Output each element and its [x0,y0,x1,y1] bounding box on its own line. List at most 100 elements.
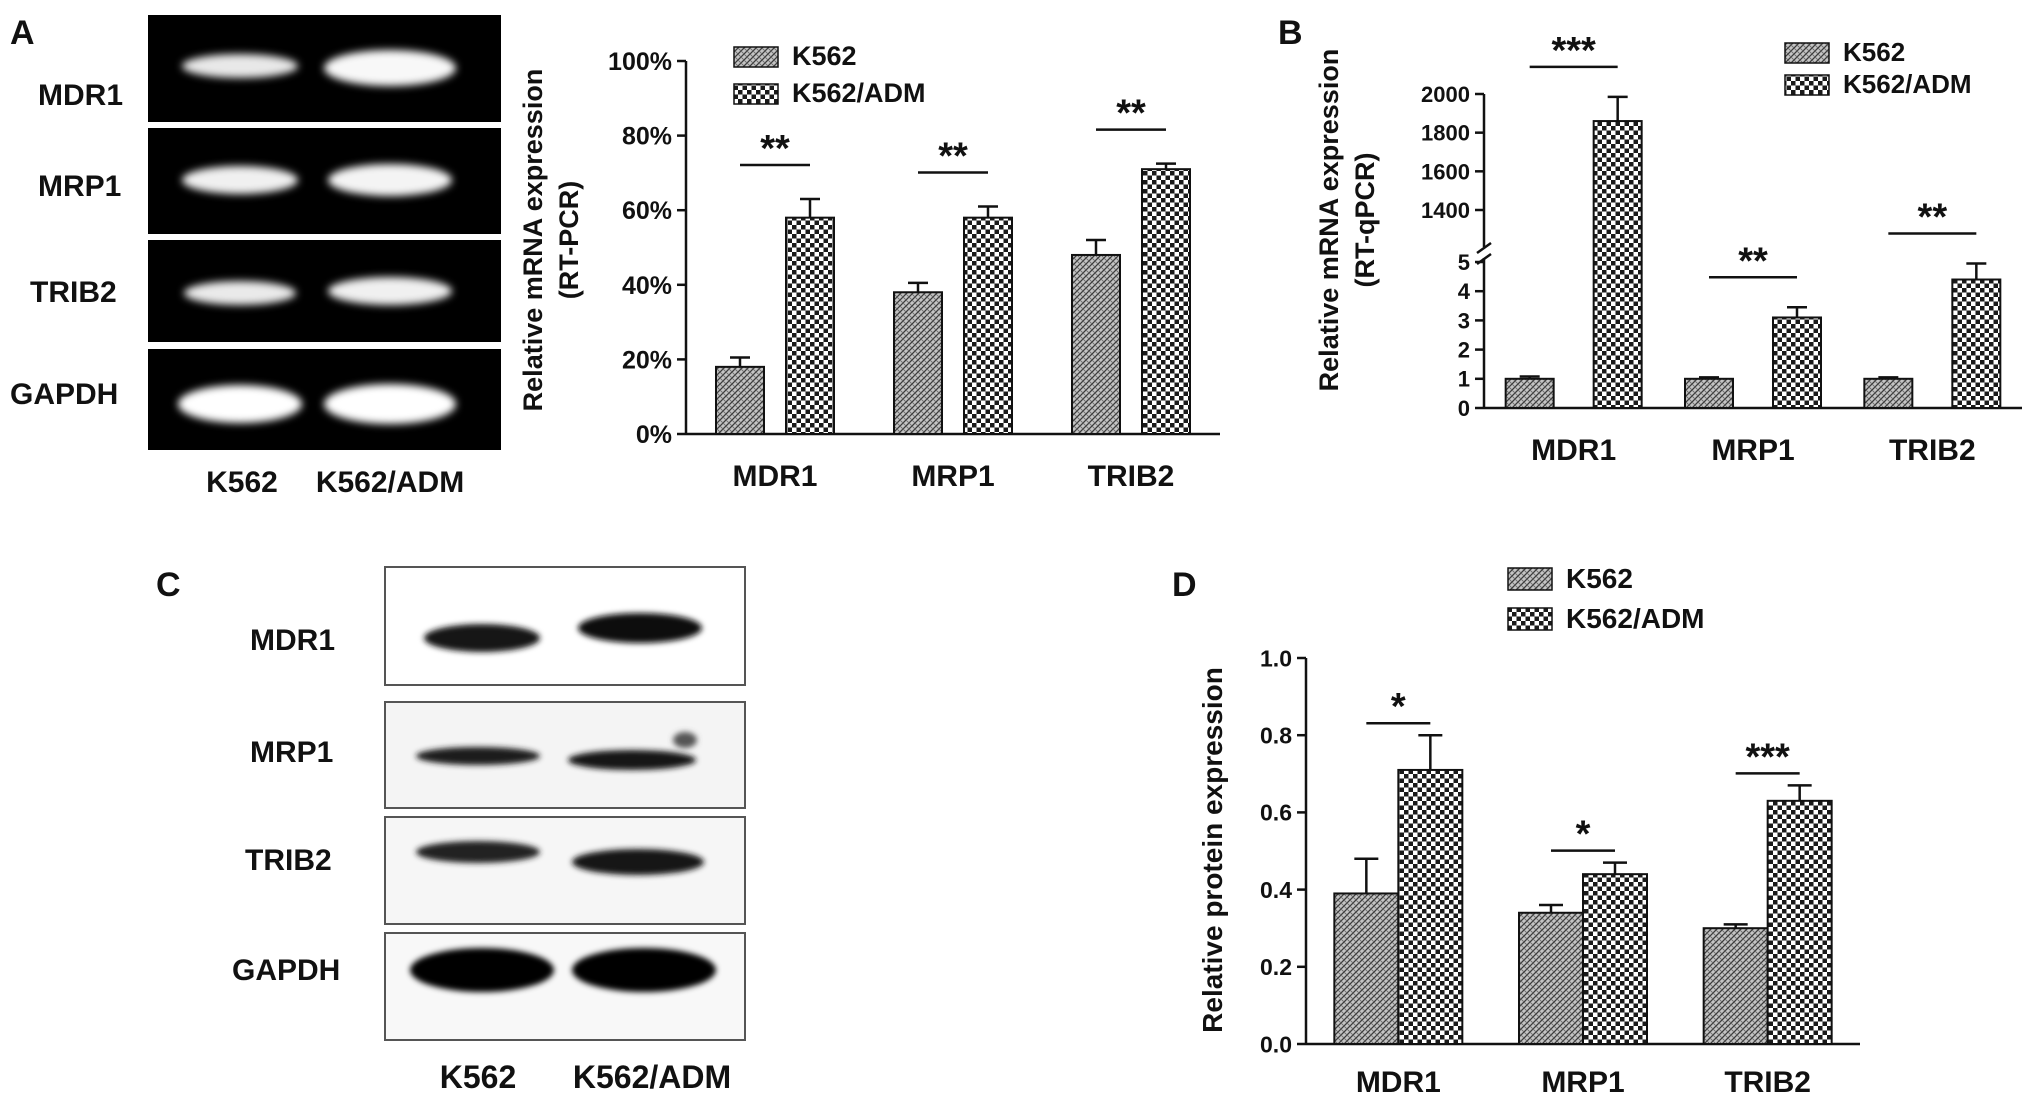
y-tick-label: 1800 [1421,121,1470,146]
axis-break-mark [1476,241,1492,255]
bar-k562-adm-trib2 [1766,799,1833,1045]
x-category-label: MDR1 [1356,1066,1441,1099]
blot-band [673,732,697,748]
y-tick-label: 0 [1458,396,1470,421]
x-category-label: MDR1 [732,460,817,493]
legend-swatch [1507,607,1553,631]
y-tick-label: 40% [622,272,672,300]
gel-row-label-mdr1: MDR1 [38,79,123,112]
blot-band [578,613,702,643]
blot-row-label-mrp1: MRP1 [250,736,333,769]
bar-k562-adm-mrp1 [963,216,1013,435]
significance-label: * [1391,686,1406,728]
chart-d-protein: 0.0 0.2 0.4 0.6 0.8 1.0 Relative protein expre… [1197,563,1860,1099]
legend-label: K562 [1843,37,1905,67]
y-tick-label: 80% [622,123,672,151]
significance-label: * [1576,814,1591,856]
bar-k562-mdr1 [1333,892,1400,1046]
blot-strip-trib2 [384,816,746,925]
gel-lane-label-k562: K562 [206,466,278,499]
bar-k562-adm-mrp1 [1772,316,1822,410]
legend-swatch [733,46,779,68]
legend-label: K562 [792,41,857,71]
y-tick-label: 2 [1458,338,1470,363]
panel-letter-d: D [1172,566,1197,604]
y-tick-label: 1400 [1421,198,1470,223]
y-axis-label: Relative protein expression [1197,667,1228,1033]
gel-band [324,50,456,86]
blot-row-label-mdr1: MDR1 [250,624,335,657]
y-tick-label: 100% [608,48,672,76]
gel-band [182,54,298,78]
y-tick-label: 5 [1458,250,1470,275]
panel-letter-a: A [10,14,35,52]
bar-k562-adm-mdr1 [1592,120,1643,409]
gel-lane-label-k562adm: K562/ADM [316,466,464,499]
gel-row-label-trib2: TRIB2 [30,276,117,309]
y-tick-label: 1 [1458,367,1470,392]
legend-swatch [1507,567,1553,591]
x-category-label: MRP1 [1541,1066,1624,1099]
bar-k562-mrp1 [1684,377,1734,409]
legend-swatch [1784,42,1830,64]
y-tick-label: 4 [1458,279,1471,304]
significance-label: ** [1116,93,1146,135]
panel-letter-b: B [1278,14,1303,52]
bar-k562-adm-trib2 [1141,168,1191,435]
gel-band [184,281,296,305]
gel-band [328,277,452,305]
blot-band [410,948,554,992]
gel-image [148,15,501,450]
legend-label: K562/ADM [792,78,926,108]
panel-letter-c: C [156,566,181,604]
significance-label: *** [1745,736,1790,778]
y-tick-label: 1.0 [1260,645,1292,671]
chart-a-rt-pcr: 0% 20% 40% 60% 80% 100% Relative mRNA expressi… [518,41,1220,493]
blot-band [416,747,540,765]
y-tick-label: 20% [622,346,672,374]
bar-k562-mrp1 [1518,911,1584,1046]
bar-k562-mdr1 [1504,377,1555,409]
bar-k562-mdr1 [715,365,765,435]
y-tick-label: 0% [636,421,672,449]
x-category-label: MRP1 [1711,434,1794,467]
x-category-label: MRP1 [911,460,994,493]
blot-lane-label-k562adm: K562/ADM [573,1059,731,1095]
y-tick-label: 0.8 [1260,722,1292,748]
y-tick-label: 0.4 [1260,877,1292,903]
y-tick-label: 0.6 [1260,800,1292,826]
y-axis-label: (RT-qPCR) [1350,153,1380,288]
gel-band [178,385,302,423]
y-tick-label: 0.2 [1260,954,1292,980]
legend-label: K562/ADM [1566,603,1704,634]
gel-row-label-mrp1: MRP1 [38,170,121,203]
blot-band [424,624,540,652]
gel-band [324,384,456,424]
bar-k562-adm-trib2 [1951,278,2002,409]
x-category-label: TRIB2 [1889,434,1976,467]
significance-label: ** [938,135,968,177]
gel-band [182,166,298,194]
y-axis-label: Relative mRNA expression [518,69,548,412]
x-category-label: TRIB2 [1724,1066,1811,1099]
bar-k562-adm-mdr1 [785,216,835,435]
gel-band [328,164,452,196]
y-axis-label: (RT-PCR) [554,181,584,299]
blot-image [384,566,746,1041]
x-category-label: TRIB2 [1088,460,1175,493]
bar-k562-adm-mdr1 [1397,768,1464,1045]
y-tick-label: 1600 [1421,159,1470,184]
x-category-label: MDR1 [1531,434,1616,467]
gel-row-label-gapdh: GAPDH [10,378,118,411]
blot-band [416,841,540,863]
y-tick-label: 60% [622,197,672,225]
bar-k562-trib2 [1071,253,1121,435]
legend-swatch [733,83,779,105]
legend-label: K562 [1566,563,1633,594]
significance-label: *** [1551,30,1596,72]
blot-band [572,849,704,875]
y-tick-label: 0.0 [1260,1031,1292,1057]
bar-k562-trib2 [1702,927,1769,1046]
y-axis-label: Relative mRNA expression [1314,49,1344,392]
